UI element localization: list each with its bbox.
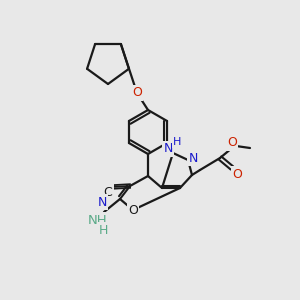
Text: O: O xyxy=(128,203,138,217)
Text: N: N xyxy=(163,142,173,155)
Text: NH: NH xyxy=(88,214,108,226)
Text: N: N xyxy=(97,196,107,208)
Text: O: O xyxy=(132,86,142,100)
Text: O: O xyxy=(232,167,242,181)
Text: C: C xyxy=(103,185,112,199)
Text: H: H xyxy=(173,137,181,147)
Text: H: H xyxy=(98,224,108,236)
Text: N: N xyxy=(188,152,198,164)
Text: O: O xyxy=(227,136,237,149)
